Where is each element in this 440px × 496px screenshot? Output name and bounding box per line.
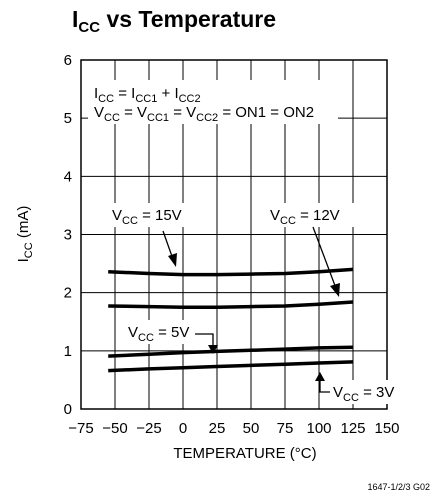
x-axis-label: TEMPERATURE (°C)	[173, 445, 316, 462]
series-label-5v: VCC = 5V	[128, 324, 189, 344]
arrowhead-15v	[168, 253, 177, 267]
formula-line-2: VCC = VCC1 = VCC2 = ON1 = ON2	[94, 104, 314, 124]
arrowhead-12v	[330, 283, 340, 297]
x-tick-label: 0	[179, 420, 187, 437]
y-tick-label: 0	[64, 401, 72, 418]
x-tick-label: 150	[374, 420, 399, 437]
leader-12v	[312, 226, 338, 292]
title-subscript: CC	[78, 19, 100, 36]
series-label-3v: VCC = 3V	[333, 384, 394, 404]
y-label-rest: (mA)	[15, 206, 32, 243]
label-box-3v	[328, 380, 412, 404]
leader-5v	[195, 333, 214, 348]
y-tick-label: 5	[64, 110, 72, 127]
y-tick-labels: 0 1 2 3 4 5 6	[64, 52, 72, 418]
arrowhead-5v	[208, 345, 218, 354]
title-rest: vs Temperature	[100, 6, 276, 32]
series-line-2	[108, 345, 354, 358]
formula-box	[88, 80, 338, 124]
y-tick-label: 1	[64, 343, 72, 360]
x-tick-label: −25	[136, 420, 161, 437]
leader-3v	[319, 378, 330, 393]
series-label-12v: VCC = 12V	[270, 207, 340, 227]
y-label-subscript: CC	[23, 242, 35, 258]
figure-code: 1647-1/2/3 G02	[367, 482, 430, 492]
y-tick-label: 6	[64, 52, 72, 69]
series-line-3	[108, 360, 354, 373]
x-tick-label: 25	[209, 420, 226, 437]
y-label-main: I	[15, 258, 32, 262]
y-tick-label: 4	[64, 168, 72, 185]
chart-title: ICC vs Temperature	[72, 6, 276, 36]
x-tick-label: 75	[277, 420, 294, 437]
x-tick-label: −50	[102, 420, 127, 437]
arrowhead-3v	[315, 372, 325, 381]
label-box-15v	[108, 203, 216, 227]
label-box-5v	[124, 320, 211, 344]
series-line-0	[108, 267, 354, 277]
y-axis-label: ICC (mA)	[15, 206, 35, 263]
x-tick-label: −75	[68, 420, 93, 437]
label-box-12v	[266, 203, 373, 227]
x-tick-label: 100	[306, 420, 331, 437]
x-tick-label: 125	[340, 420, 365, 437]
formula-line-1: ICC = ICC1 + ICC2	[94, 85, 201, 105]
x-tick-label: 50	[243, 420, 260, 437]
series-line-1	[108, 300, 354, 309]
series-lines	[108, 267, 354, 373]
x-tick-labels: −75 −50 −25 0 25 50 75 100 125 150	[68, 420, 399, 437]
series-label-15v: VCC = 15V	[112, 207, 182, 227]
title-main: I	[72, 6, 78, 32]
y-tick-label: 2	[64, 285, 72, 302]
plot-frame	[80, 59, 388, 410]
y-tick-label: 3	[64, 227, 72, 244]
